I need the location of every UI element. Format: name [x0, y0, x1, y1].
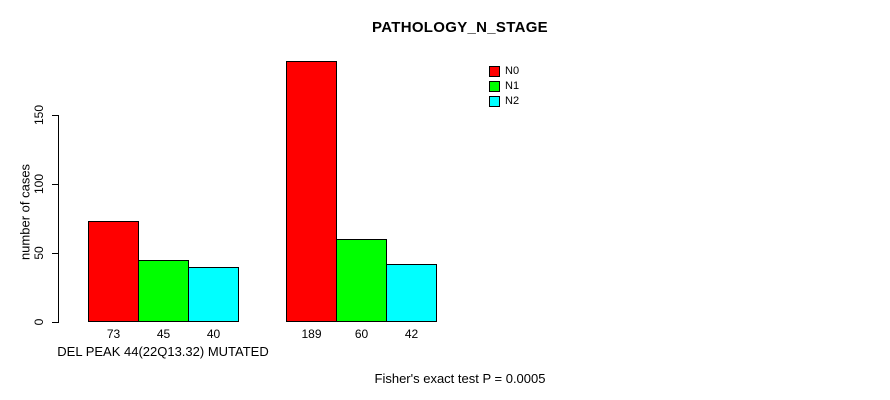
- legend: N0 N1 N2: [489, 64, 519, 109]
- legend-entry-n2: N2: [489, 94, 519, 109]
- bar-value-label: 60: [354, 327, 369, 341]
- legend-label: N1: [505, 80, 520, 92]
- bar-n1-group1: [138, 260, 189, 322]
- legend-entry-n1: N1: [489, 79, 519, 94]
- y-tick-label: 0: [32, 318, 46, 326]
- bar-n2-group2: [386, 264, 437, 322]
- legend-entry-n0: N0: [489, 64, 519, 79]
- legend-swatch-n2: [489, 96, 500, 107]
- bar-n2-group1: [188, 267, 239, 322]
- bar-value-label: 42: [404, 327, 419, 341]
- bar-value-label: 73: [106, 327, 121, 341]
- legend-swatch-n0: [489, 66, 500, 77]
- chart-title: PATHOLOGY_N_STAGE: [372, 19, 548, 36]
- y-axis-label: number of cases: [17, 163, 33, 261]
- y-tick-label: 50: [32, 246, 46, 260]
- y-axis-line: [58, 115, 59, 323]
- legend-label: N0: [505, 65, 520, 77]
- bar-value-label: 40: [206, 327, 221, 341]
- y-tick-mark: [52, 253, 59, 254]
- bar-n1-group2: [336, 239, 387, 322]
- fisher-test-annotation: Fisher's exact test P = 0.0005: [374, 371, 546, 386]
- y-tick-label: 150: [32, 104, 46, 126]
- y-tick-mark: [52, 322, 59, 323]
- y-tick-mark: [52, 115, 59, 116]
- group-label: DEL PEAK 44(22Q13.32) MUTATED: [57, 344, 269, 359]
- bar-value-label: 189: [301, 327, 322, 341]
- legend-label: N2: [505, 95, 520, 107]
- y-tick-label: 100: [32, 173, 46, 195]
- legend-swatch-n1: [489, 81, 500, 92]
- bar-n0-group2: [286, 61, 337, 322]
- bar-value-label: 45: [156, 327, 171, 341]
- bar-n0-group1: [88, 221, 139, 322]
- y-tick-mark: [52, 184, 59, 185]
